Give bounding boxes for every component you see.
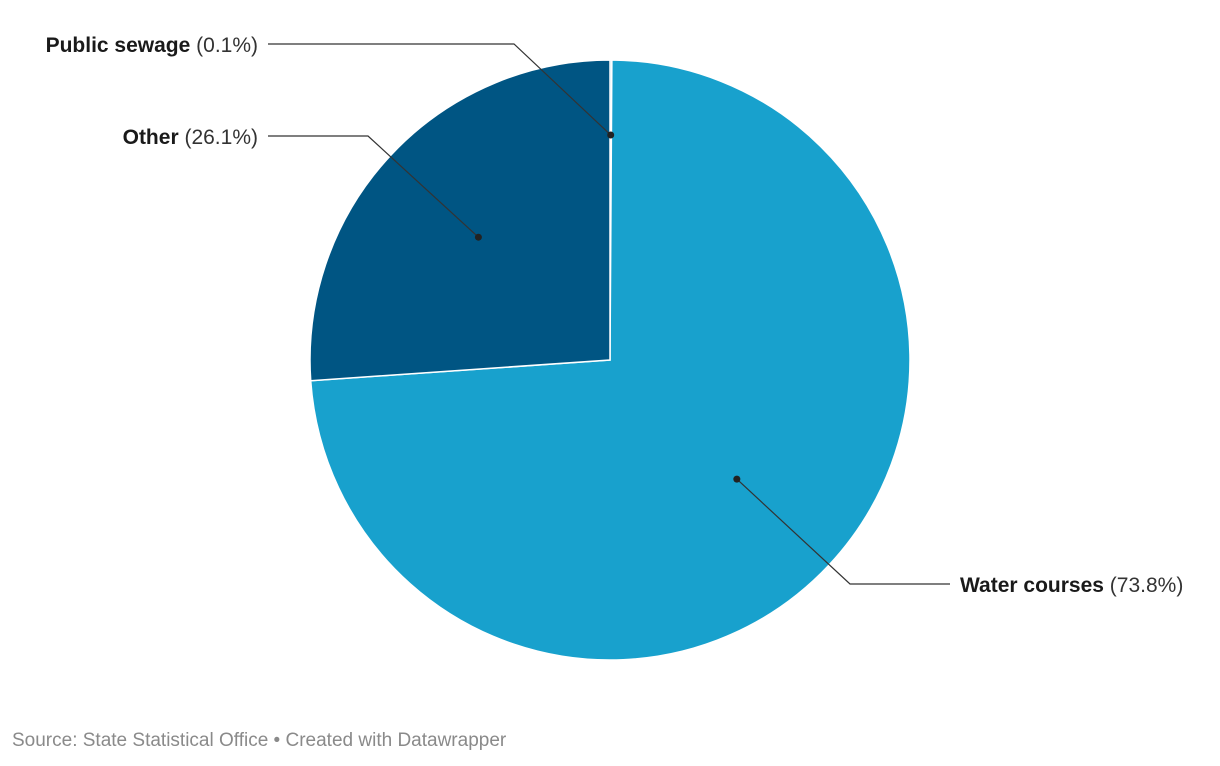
slice-label-water-courses: Water courses (73.8%) — [960, 574, 1183, 597]
slice-name-public-sewage: Public sewage — [46, 34, 191, 57]
leader-line-water-courses — [736, 478, 950, 585]
leader-line-other — [268, 135, 479, 238]
footer-separator: • — [268, 730, 286, 751]
source-note: Source: State Statistical Office — [12, 730, 269, 751]
slice-label-public-sewage: Public sewage (0.1%) — [46, 34, 258, 57]
slice-percent-water-courses: (73.8%) — [1104, 574, 1183, 597]
leader-dot-other — [474, 233, 482, 241]
slice-name-other: Other — [123, 126, 179, 149]
slice-name-water-courses: Water courses — [960, 574, 1104, 597]
slice-percent-public-sewage: (0.1%) — [190, 34, 258, 57]
chart-footer: Source: State Statistical Office • Creat… — [12, 730, 506, 752]
leader-dot-public-sewage — [607, 131, 615, 139]
leader-dot-water-courses — [733, 475, 741, 483]
slice-label-other: Other (26.1%) — [123, 126, 258, 149]
credit-note: Created with Datawrapper — [285, 730, 507, 751]
slice-percent-other: (26.1%) — [179, 126, 258, 149]
slice-labels: Public sewage (0.1%) Water courses (73.8%… — [46, 34, 1184, 597]
pie-slices — [309, 59, 911, 661]
leader-lines — [268, 43, 950, 585]
leader-line-public-sewage — [268, 43, 612, 136]
